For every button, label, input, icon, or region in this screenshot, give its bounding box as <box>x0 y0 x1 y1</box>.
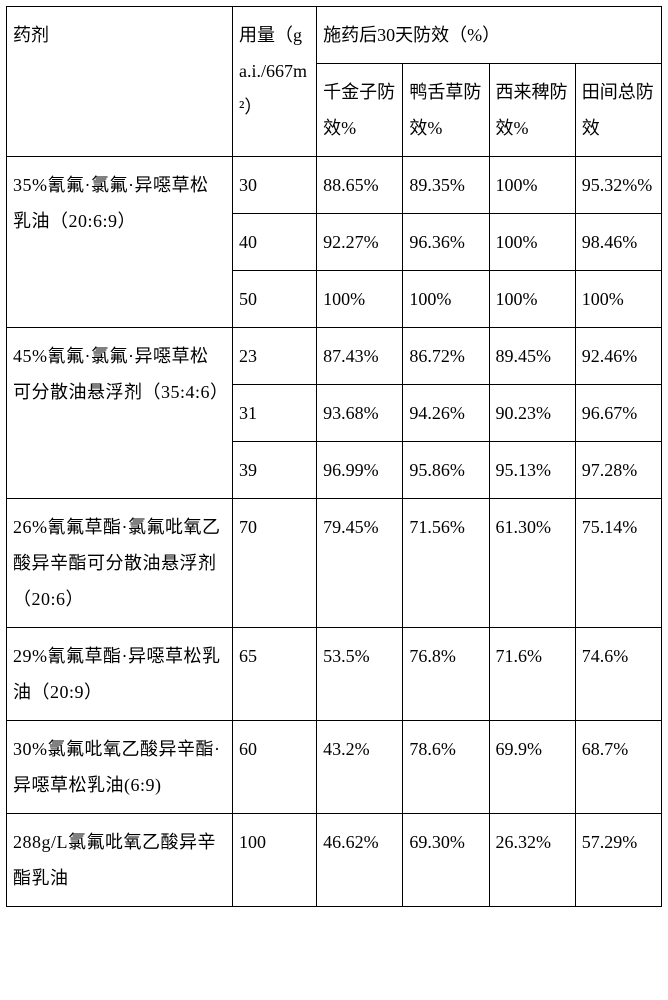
cell-val: 90.23% <box>489 385 575 442</box>
cell-dose: 40 <box>233 214 317 271</box>
cell-val: 100% <box>575 271 661 328</box>
table-row: 30%氯氟吡氧乙酸异辛酯·异噁草松乳油(6:9) 60 43.2% 78.6% … <box>7 721 662 814</box>
cell-val: 68.7% <box>575 721 661 814</box>
cell-val: 97.28% <box>575 442 661 499</box>
cell-dose: 30 <box>233 157 317 214</box>
header-effect-group: 施药后30天防效（%） <box>317 7 662 64</box>
cell-val: 95.86% <box>403 442 489 499</box>
cell-val: 100% <box>489 157 575 214</box>
cell-val: 92.27% <box>317 214 403 271</box>
cell-val: 76.8% <box>403 628 489 721</box>
cell-val: 87.43% <box>317 328 403 385</box>
cell-val: 96.67% <box>575 385 661 442</box>
header-dose: 用量（ga.i./667m²） <box>233 7 317 157</box>
cell-val: 98.46% <box>575 214 661 271</box>
cell-val: 95.13% <box>489 442 575 499</box>
cell-val: 43.2% <box>317 721 403 814</box>
cell-dose: 31 <box>233 385 317 442</box>
cell-val: 100% <box>403 271 489 328</box>
cell-val: 75.14% <box>575 499 661 628</box>
cell-agent: 35%氰氟·氯氟·异噁草松乳油（20:6:9） <box>7 157 233 328</box>
cell-dose: 50 <box>233 271 317 328</box>
cell-val: 26.32% <box>489 814 575 907</box>
cell-val: 100% <box>489 214 575 271</box>
cell-agent: 29%氰氟草酯·异噁草松乳油（20:9） <box>7 628 233 721</box>
cell-val: 61.30% <box>489 499 575 628</box>
header-row-1: 药剂 用量（ga.i./667m²） 施药后30天防效（%） <box>7 7 662 64</box>
cell-val: 53.5% <box>317 628 403 721</box>
header-col-3: 田间总防效 <box>575 64 661 157</box>
cell-agent: 45%氰氟·氯氟·异噁草松可分散油悬浮剂（35:4:6） <box>7 328 233 499</box>
cell-val: 100% <box>317 271 403 328</box>
cell-val: 71.56% <box>403 499 489 628</box>
cell-val: 89.35% <box>403 157 489 214</box>
cell-agent: 288g/L氯氟吡氧乙酸异辛酯乳油 <box>7 814 233 907</box>
cell-val: 69.9% <box>489 721 575 814</box>
cell-dose: 65 <box>233 628 317 721</box>
cell-val: 74.6% <box>575 628 661 721</box>
cell-val: 88.65% <box>317 157 403 214</box>
cell-val: 95.32%% <box>575 157 661 214</box>
cell-val: 93.68% <box>317 385 403 442</box>
cell-val: 89.45% <box>489 328 575 385</box>
cell-agent: 26%氰氟草酯·氯氟吡氧乙酸异辛酯可分散油悬浮剂（20:6） <box>7 499 233 628</box>
cell-agent: 30%氯氟吡氧乙酸异辛酯·异噁草松乳油(6:9) <box>7 721 233 814</box>
cell-val: 96.99% <box>317 442 403 499</box>
table-row: 288g/L氯氟吡氧乙酸异辛酯乳油 100 46.62% 69.30% 26.3… <box>7 814 662 907</box>
header-col-1: 鸭舌草防效% <box>403 64 489 157</box>
cell-dose: 23 <box>233 328 317 385</box>
header-col-2: 西来稗防效% <box>489 64 575 157</box>
cell-val: 57.29% <box>575 814 661 907</box>
cell-val: 69.30% <box>403 814 489 907</box>
header-col-0: 千金子防效% <box>317 64 403 157</box>
cell-val: 92.46% <box>575 328 661 385</box>
cell-dose: 70 <box>233 499 317 628</box>
header-agent: 药剂 <box>7 7 233 157</box>
cell-dose: 39 <box>233 442 317 499</box>
cell-val: 78.6% <box>403 721 489 814</box>
cell-dose: 100 <box>233 814 317 907</box>
table-row: 45%氰氟·氯氟·异噁草松可分散油悬浮剂（35:4:6） 23 87.43% 8… <box>7 328 662 385</box>
cell-val: 100% <box>489 271 575 328</box>
table-row: 29%氰氟草酯·异噁草松乳油（20:9） 65 53.5% 76.8% 71.6… <box>7 628 662 721</box>
cell-val: 79.45% <box>317 499 403 628</box>
cell-val: 71.6% <box>489 628 575 721</box>
cell-val: 94.26% <box>403 385 489 442</box>
cell-val: 96.36% <box>403 214 489 271</box>
table-row: 26%氰氟草酯·氯氟吡氧乙酸异辛酯可分散油悬浮剂（20:6） 70 79.45%… <box>7 499 662 628</box>
table-row: 35%氰氟·氯氟·异噁草松乳油（20:6:9） 30 88.65% 89.35%… <box>7 157 662 214</box>
cell-val: 46.62% <box>317 814 403 907</box>
efficacy-table: 药剂 用量（ga.i./667m²） 施药后30天防效（%） 千金子防效% 鸭舌… <box>6 6 662 907</box>
cell-dose: 60 <box>233 721 317 814</box>
cell-val: 86.72% <box>403 328 489 385</box>
